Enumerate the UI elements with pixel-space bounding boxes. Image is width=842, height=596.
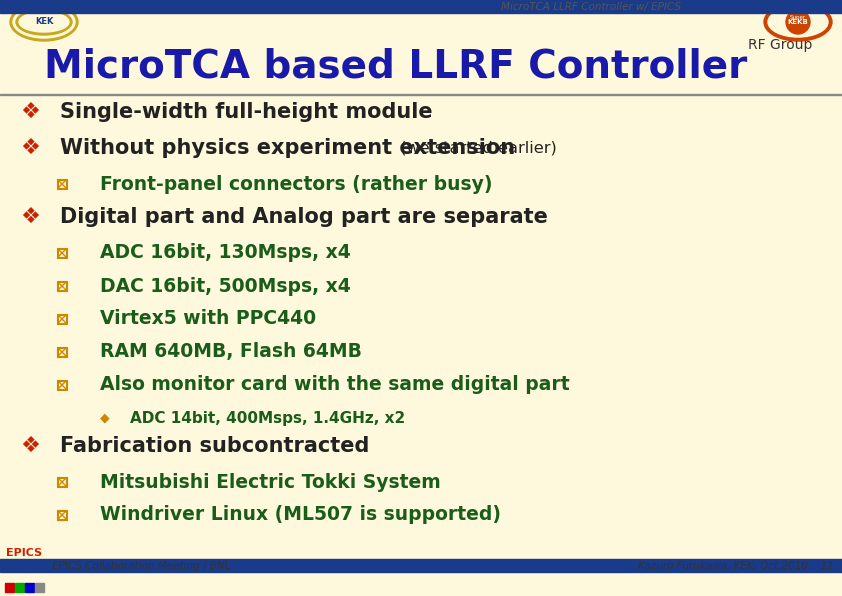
Bar: [57, 380, 67, 390]
Text: ❖: ❖: [20, 102, 40, 122]
Text: ❖: ❖: [20, 436, 40, 456]
Text: Digital part and Analog part are separate: Digital part and Analog part are separat…: [60, 207, 548, 227]
Circle shape: [786, 10, 810, 34]
Ellipse shape: [764, 3, 832, 41]
Text: EPICS: EPICS: [6, 548, 42, 558]
Text: Mitsubishi Electric Tokki System: Mitsubishi Electric Tokki System: [100, 473, 440, 492]
Text: MicroTCA based LLRF Controller: MicroTCA based LLRF Controller: [44, 48, 748, 86]
Bar: [0, 559, 842, 572]
Text: KEKB: KEKB: [787, 19, 808, 25]
Text: Virtex5 with PPC440: Virtex5 with PPC440: [100, 309, 316, 328]
Bar: [57, 511, 67, 520]
Text: Windriver Linux (ML507 is supported): Windriver Linux (ML507 is supported): [100, 505, 501, 524]
Bar: [57, 281, 67, 290]
Text: ❖: ❖: [20, 207, 40, 227]
Bar: [57, 249, 67, 257]
Text: EPICS Collaboration Meeting / BNL: EPICS Collaboration Meeting / BNL: [52, 561, 231, 571]
Text: Also monitor card with the same digital part: Also monitor card with the same digital …: [100, 375, 570, 395]
Bar: [57, 347, 67, 356]
Bar: [57, 477, 67, 486]
Text: DAC 16bit, 500Msps, x4: DAC 16bit, 500Msps, x4: [100, 277, 351, 296]
Text: Fabrication subcontracted: Fabrication subcontracted: [60, 436, 370, 456]
Text: (we started earlier): (we started earlier): [395, 141, 557, 156]
Bar: [35, 583, 44, 592]
Text: RAM 640MB, Flash 64MB: RAM 640MB, Flash 64MB: [100, 343, 362, 362]
Text: MicroTCA LLRF Controller w/ EPICS: MicroTCA LLRF Controller w/ EPICS: [501, 2, 681, 12]
Ellipse shape: [19, 12, 69, 32]
Ellipse shape: [768, 7, 828, 37]
Ellipse shape: [10, 3, 78, 41]
Text: KEK: KEK: [35, 17, 53, 26]
Text: Front-panel connectors (rather busy): Front-panel connectors (rather busy): [100, 175, 493, 194]
Text: Without physics experiment extension: Without physics experiment extension: [60, 138, 515, 158]
Text: ◆: ◆: [100, 411, 109, 424]
Text: ADC 16bit, 130Msps, x4: ADC 16bit, 130Msps, x4: [100, 244, 351, 262]
Bar: [5, 583, 14, 592]
Bar: [15, 583, 24, 592]
Ellipse shape: [13, 6, 75, 38]
Bar: [57, 179, 67, 188]
Bar: [0, 0, 842, 13]
Text: Single-width full-height module: Single-width full-height module: [60, 102, 433, 122]
Text: RF Group: RF Group: [749, 38, 813, 52]
Text: ❖: ❖: [20, 138, 40, 158]
Bar: [0, 94, 842, 95]
Text: ADC 14bit, 400Msps, 1.4GHz, x2: ADC 14bit, 400Msps, 1.4GHz, x2: [130, 411, 405, 426]
Bar: [57, 315, 67, 324]
Text: Kazuro Furukawa, KEK, Oct.2010.   11: Kazuro Furukawa, KEK, Oct.2010. 11: [638, 561, 834, 571]
Text: Super: Super: [790, 14, 806, 20]
Bar: [25, 583, 34, 592]
Ellipse shape: [16, 9, 72, 35]
